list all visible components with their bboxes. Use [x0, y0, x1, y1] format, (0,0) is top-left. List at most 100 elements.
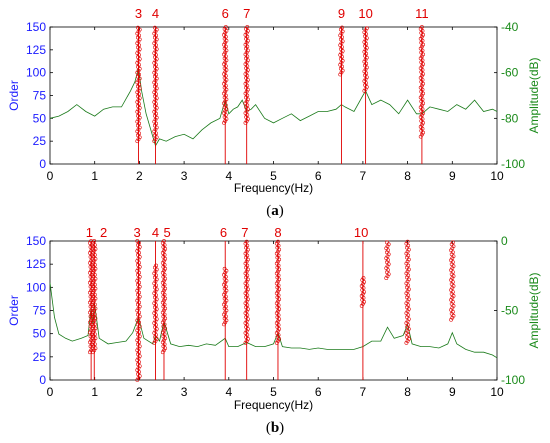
order-marker [161, 324, 166, 329]
order-marker [405, 315, 409, 320]
order-marker [91, 245, 96, 249]
order-marker [136, 64, 140, 69]
y-right-tick-label: -50 [501, 304, 519, 318]
order-marker [222, 296, 227, 301]
order-marker [136, 35, 140, 40]
order-marker [404, 331, 409, 335]
order-marker [244, 325, 248, 329]
order-marker [384, 260, 389, 265]
panel-label-open: ( [266, 203, 271, 219]
order-marker [244, 245, 248, 250]
order-marker [449, 311, 454, 316]
x-tick-label: 10 [490, 169, 504, 183]
order-marker [152, 104, 157, 108]
order-label: 6 [220, 225, 227, 240]
order-marker [161, 334, 166, 339]
order-marker [244, 315, 248, 320]
order-label: 5 [163, 225, 170, 240]
x-tick-label: 7 [360, 169, 367, 183]
y-right-axis-label: Amplitude(dB) [527, 57, 541, 133]
order-marker [222, 306, 227, 311]
order-marker [405, 255, 409, 260]
order-marker [222, 105, 227, 110]
order-marker [152, 133, 157, 138]
order-marker [450, 240, 455, 245]
order-marker [275, 245, 280, 250]
order-marker [91, 294, 96, 299]
order-marker [404, 311, 409, 316]
order-marker [161, 274, 166, 279]
order-marker [450, 296, 455, 300]
order-marker [244, 105, 248, 110]
order-marker [449, 252, 454, 257]
order-label: 4 [152, 6, 159, 21]
x-tick-label: 0 [47, 385, 54, 399]
order-marker [136, 262, 140, 267]
order-marker [405, 329, 410, 333]
order-marker [363, 83, 367, 87]
order-marker [161, 245, 166, 249]
order-marker [404, 321, 409, 325]
x-tick-label: 6 [315, 385, 322, 399]
x-tick-label: 0 [47, 169, 54, 183]
order-marker [136, 322, 140, 327]
order-label: 6 [222, 6, 229, 21]
order-marker [275, 315, 280, 320]
y-tick-label: 150 [26, 234, 46, 248]
order-marker [91, 284, 96, 289]
order-marker [91, 274, 96, 279]
y-tick-label: 75 [33, 304, 47, 318]
order-marker [91, 344, 96, 349]
order-marker [136, 45, 140, 50]
order-marker [152, 285, 157, 290]
y-right-tick-label: -80 [501, 111, 519, 125]
order-marker [405, 289, 410, 294]
x-tick-label: 1 [91, 385, 98, 399]
order-marker [152, 113, 157, 118]
x-tick-label: 7 [360, 385, 367, 399]
order-label: 2 [100, 225, 107, 240]
order-marker [136, 342, 140, 347]
order-marker [275, 275, 280, 280]
order-marker [419, 50, 424, 55]
order-marker [404, 301, 409, 306]
order-marker [275, 285, 280, 290]
order-marker [338, 37, 343, 42]
order-marker [136, 74, 140, 79]
order-marker [405, 335, 409, 339]
order-marker [244, 85, 248, 90]
order-marker [450, 276, 455, 280]
order-marker [222, 276, 227, 281]
order-marker [405, 339, 410, 343]
order-marker [152, 45, 157, 50]
order-marker [136, 372, 140, 376]
y-right-tick-label: -40 [501, 20, 519, 34]
order-marker [275, 295, 280, 300]
order-label: 1 [86, 225, 93, 240]
y-axis-label: Order [7, 80, 21, 111]
y-tick-label: 25 [33, 134, 47, 148]
order-marker [222, 95, 227, 100]
order-marker [91, 304, 96, 309]
order-marker [152, 74, 157, 79]
order-marker [244, 265, 248, 270]
order-label: 9 [338, 6, 345, 21]
y-right-tick-label: -60 [501, 66, 519, 80]
order-marker [384, 270, 389, 275]
order-marker [360, 288, 365, 292]
order-marker [449, 262, 454, 267]
order-marker [152, 295, 157, 300]
order-marker [450, 246, 455, 251]
order-marker [449, 278, 454, 282]
order-marker [419, 60, 424, 65]
order-label: 8 [274, 225, 281, 240]
order-marker [275, 335, 280, 339]
order-marker [244, 295, 248, 300]
order-marker [244, 285, 248, 290]
plot-frame [49, 240, 498, 381]
order-marker [404, 271, 409, 276]
order-marker [275, 325, 280, 329]
order-marker [384, 256, 389, 261]
order-marker [419, 99, 424, 104]
